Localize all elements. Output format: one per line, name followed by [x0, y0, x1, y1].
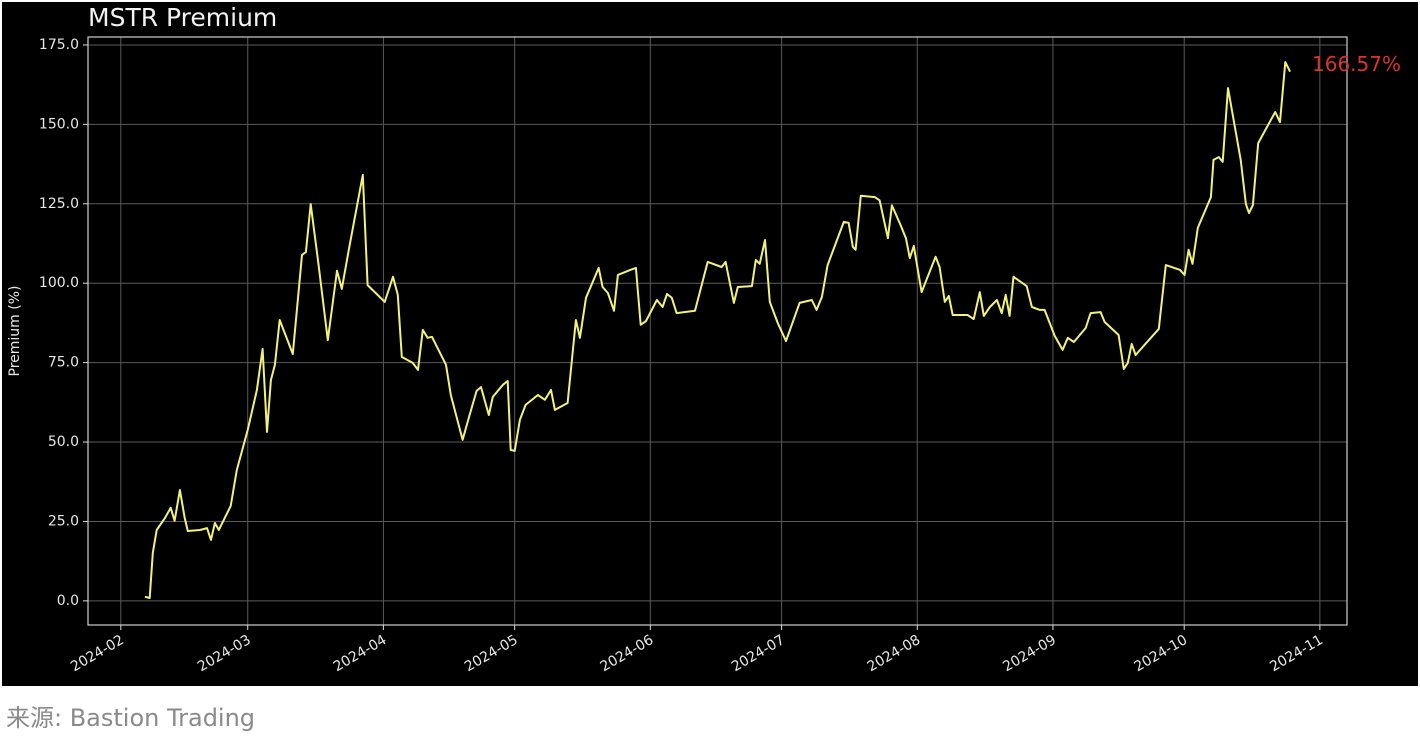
axes-frame	[87, 36, 1348, 626]
y-tick-label: 150.0	[39, 116, 79, 132]
chart-title: MSTR Premium	[88, 3, 277, 32]
y-axis-label: Premium (%)	[7, 286, 23, 377]
y-tick-label: 0.0	[57, 593, 79, 609]
y-tick-label: 75.0	[48, 355, 79, 371]
y-tick-label: 100.0	[39, 275, 79, 291]
y-tick-label: 50.0	[48, 434, 79, 450]
data-line	[144, 61, 1291, 599]
y-tick-label: 25.0	[48, 513, 79, 529]
last-value-annotation: 166.57%	[1312, 52, 1401, 76]
chart-background	[2, 2, 1418, 686]
y-tick-label: 175.0	[39, 37, 79, 53]
y-tick-label: 125.0	[39, 196, 79, 212]
source-note: 来源: Bastion Trading	[6, 704, 255, 732]
